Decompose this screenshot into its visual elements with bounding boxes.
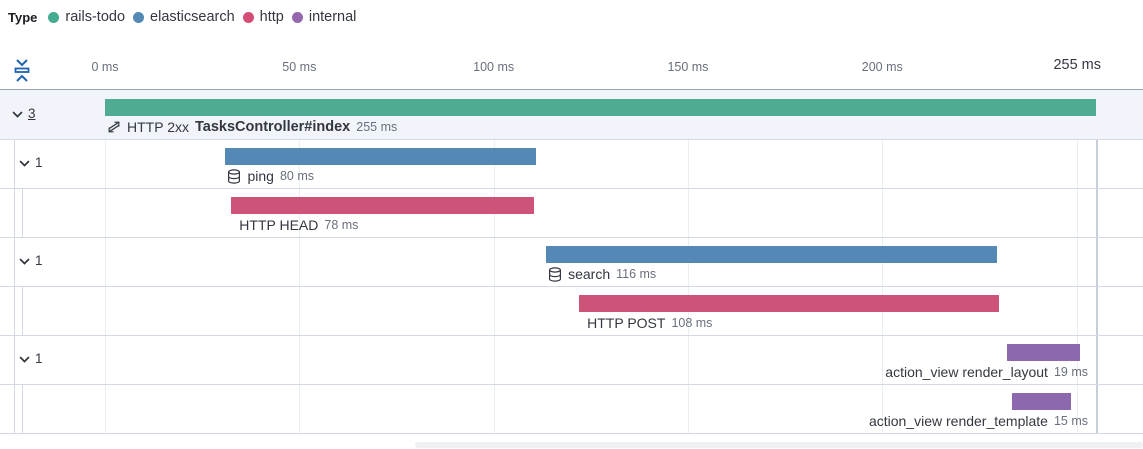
axis-tick-150: 150 ms (667, 60, 709, 74)
row-separator (0, 188, 1143, 189)
internal-color-dot (291, 11, 303, 23)
axis-tick-0: 0 ms (91, 60, 119, 74)
axis-tick-200: 200 ms (861, 60, 903, 74)
span-label[interactable]: HTTP HEAD 78 ms (239, 217, 358, 233)
fold-icon (14, 58, 30, 82)
row-separator (0, 237, 1143, 238)
child-count[interactable]: 1 (35, 351, 43, 366)
span-duration: 255 ms (356, 120, 398, 134)
gridline-250ms (1076, 90, 1078, 433)
legend-item-label: elasticsearch (150, 9, 235, 25)
gridline-50ms (299, 90, 301, 433)
accordion-guide-depth-1 (14, 139, 15, 433)
axis-total-duration: 255 ms (1053, 57, 1101, 73)
chevron-down-icon[interactable] (18, 254, 32, 268)
chevron-down-icon[interactable] (18, 156, 32, 170)
elasticsearch-color-dot (133, 11, 145, 23)
span-label[interactable]: HTTP 2xx TasksController#index 255 ms (107, 119, 397, 135)
legend-item-elasticsearch[interactable]: elasticsearch (133, 9, 235, 25)
span-label-name: action_view render_layout (885, 364, 1048, 380)
span-bar-internal[interactable] (1006, 344, 1081, 361)
http-color-dot (242, 11, 254, 23)
span-duration: 19 ms (1053, 365, 1088, 379)
legend-item-http[interactable]: http (242, 9, 284, 25)
horizontal-scrollbar[interactable] (415, 442, 1143, 448)
gridline-0ms (105, 90, 106, 433)
legend-item-label: http (259, 9, 284, 25)
axis-tick-50: 50 ms (282, 60, 317, 74)
rails-todo-color-dot (48, 11, 60, 23)
span-duration: 116 ms (616, 267, 657, 281)
legend-item-label: rails-todo (65, 9, 126, 25)
span-label[interactable]: search 116 ms (548, 266, 656, 282)
span-label-name: TasksController#index (194, 119, 351, 135)
legend-item-internal[interactable]: internal (291, 9, 357, 25)
selected-row-top-border (0, 89, 1143, 90)
child-count[interactable]: 1 (35, 253, 43, 268)
axis-tick-100: 100 ms (473, 60, 515, 74)
chevron-down-icon[interactable] (11, 107, 25, 121)
legend-items: rails-todo elasticsearch http internal (48, 9, 356, 25)
span-bar-elasticsearch[interactable] (225, 148, 537, 165)
span-label[interactable]: action_view render_template 15 ms (869, 413, 1088, 429)
span-duration: 78 ms (324, 218, 359, 232)
child-count[interactable]: 3 (28, 106, 36, 121)
row-separator (0, 384, 1143, 385)
database-icon (227, 168, 241, 184)
span-label-name: search (568, 266, 611, 282)
row-separator (0, 433, 1143, 434)
legend-title: Type (8, 9, 38, 25)
span-label-name: ping (247, 168, 274, 184)
child-count[interactable]: 1 (35, 155, 43, 170)
span-bar-elasticsearch[interactable] (546, 246, 997, 263)
span-duration: 15 ms (1053, 414, 1088, 428)
chevron-down-icon[interactable] (18, 352, 32, 366)
span-label-name: HTTP HEAD (239, 217, 319, 233)
span-label-name: action_view render_template (868, 413, 1048, 429)
span-label-name: HTTP POST (587, 315, 666, 331)
span-bar-internal[interactable] (1012, 393, 1071, 410)
span-label[interactable]: ping 80 ms (227, 168, 314, 184)
span-bar-http[interactable] (231, 197, 535, 214)
accordion-guide-depth-2 (22, 384, 23, 433)
row-separator (0, 286, 1143, 287)
legend-item-label: internal (308, 9, 357, 25)
collapse-all-button[interactable] (12, 57, 34, 83)
database-icon (548, 266, 562, 282)
span-bar-rails-todo[interactable] (105, 99, 1096, 116)
span-duration: 80 ms (279, 169, 314, 183)
row-separator (0, 139, 1143, 140)
span-label-prefix: HTTP 2xx (127, 119, 189, 135)
transaction-icon (107, 120, 121, 134)
row-separator (0, 335, 1143, 336)
type-legend: Type rails-todo elasticsearch http internal (8, 9, 356, 25)
waterfall-row-span-http-head[interactable] (0, 188, 1143, 237)
span-duration: 108 ms (671, 316, 713, 330)
waterfall-row-span-ping[interactable] (0, 139, 1143, 188)
legend-item-rails-todo[interactable]: rails-todo (48, 9, 125, 25)
accordion-guide-depth-2 (22, 286, 23, 335)
span-bar-http[interactable] (579, 295, 999, 312)
gridline-100ms (493, 90, 495, 433)
accordion-guide-depth-2 (22, 188, 23, 237)
span-label[interactable]: HTTP POST 108 ms (587, 315, 712, 331)
span-label[interactable]: action_view render_layout 19 ms (885, 364, 1088, 380)
